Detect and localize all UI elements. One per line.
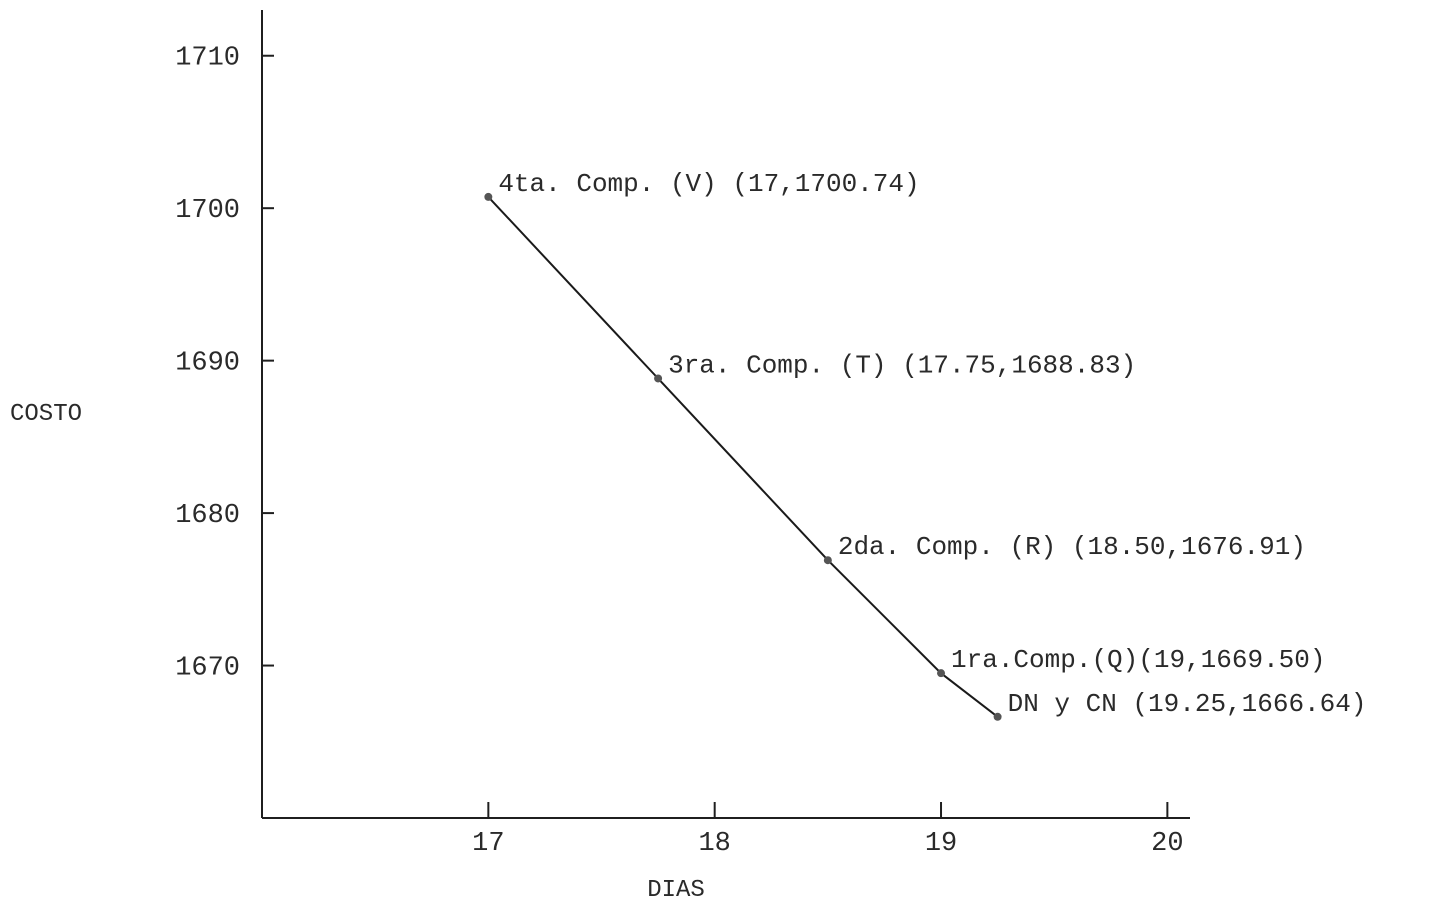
data-point-label: DN y CN (19.25,1666.64) xyxy=(1008,689,1367,719)
y-tick-label: 1680 xyxy=(175,501,240,531)
axis-ticks: 17 18 19 20 1670 1680 1690 1700 1710 xyxy=(175,44,1183,859)
data-points xyxy=(484,192,1002,721)
y-tick-label: 1670 xyxy=(175,654,240,684)
data-point-label: 3ra. Comp. (T) (17.75,1688.83) xyxy=(668,350,1136,380)
data-point-label: 2da. Comp. (R) (18.50,1676.91) xyxy=(838,532,1306,562)
data-point xyxy=(484,192,493,201)
y-tick-label: 1710 xyxy=(175,44,240,74)
x-tick-label: 20 xyxy=(1151,829,1183,859)
data-point xyxy=(937,669,946,678)
data-point-label: 4ta. Comp. (V) (17,1700.74) xyxy=(498,169,919,199)
series-line xyxy=(487,196,999,718)
data-point xyxy=(993,712,1002,721)
x-axis-title: DIAS xyxy=(647,877,705,904)
data-point xyxy=(654,374,663,383)
y-tick-label: 1700 xyxy=(175,196,240,226)
data-point-label: 1ra.Comp.(Q)(19,1669.50) xyxy=(951,645,1325,675)
point-labels: 4ta. Comp. (V) (17,1700.74) 3ra. Comp. (T… xyxy=(498,169,1366,719)
y-axis-title: COSTO xyxy=(10,401,82,428)
x-tick-label: 19 xyxy=(925,829,957,859)
y-tick-label: 1690 xyxy=(175,349,240,379)
data-point xyxy=(823,556,832,565)
x-tick-label: 18 xyxy=(698,829,730,859)
x-tick-label: 17 xyxy=(472,829,504,859)
